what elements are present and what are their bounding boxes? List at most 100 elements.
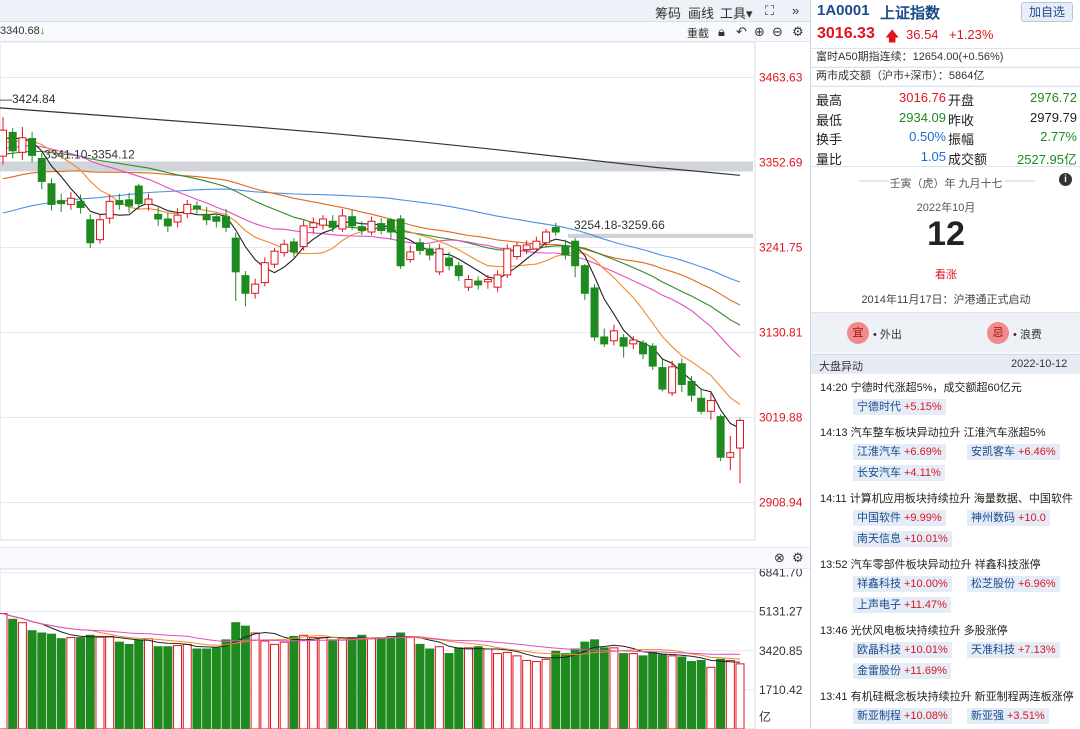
volume-bar[interactable]	[231, 622, 241, 729]
candle[interactable]	[522, 240, 531, 255]
volume-bar[interactable]	[512, 655, 522, 729]
candle[interactable]	[86, 214, 95, 249]
candle[interactable]	[183, 199, 192, 219]
volume-bar[interactable]	[173, 645, 183, 729]
candle[interactable]	[144, 193, 153, 211]
stock-chip[interactable]: 神州数码 +10.0	[967, 510, 1050, 526]
volume-bar[interactable]	[289, 635, 299, 729]
volume-bar[interactable]	[687, 661, 697, 729]
volume-bar[interactable]	[8, 618, 18, 729]
candle[interactable]	[454, 261, 463, 282]
candle[interactable]	[241, 271, 250, 307]
chart-area[interactable]: 筹码 画线 工具▾ ⛶ » 3340.68↓ 重截 🔒︎ ↶ ⊕ ⊖ ⚙ 346…	[0, 0, 810, 729]
close-panel-icon[interactable]: ⊗	[774, 550, 785, 565]
volume-bar[interactable]	[299, 634, 309, 729]
candle[interactable]	[435, 244, 444, 275]
volume-bar[interactable]	[677, 656, 687, 729]
candle[interactable]	[357, 221, 366, 236]
candle[interactable]	[28, 131, 37, 163]
volume-bar[interactable]	[716, 658, 726, 729]
volume-bar[interactable]	[657, 654, 667, 729]
candle[interactable]	[503, 244, 512, 278]
candle[interactable]	[377, 218, 386, 235]
candle[interactable]	[648, 343, 657, 370]
candle[interactable]	[309, 217, 318, 234]
volume-bar[interactable]	[667, 655, 677, 729]
candle[interactable]	[493, 270, 502, 292]
volume-bar[interactable]	[648, 651, 658, 729]
news-headline[interactable]: 13:41 有机硅概念板块持续拉升 新亚制程两连板涨停	[820, 691, 1074, 703]
collapse-panel-icon[interactable]: »	[792, 3, 800, 18]
stock-chip[interactable]: 松芝股份 +6.96%	[967, 576, 1060, 592]
candle[interactable]	[319, 215, 328, 230]
candle[interactable]	[289, 238, 298, 258]
candle[interactable]	[163, 212, 172, 233]
candle[interactable]	[687, 376, 696, 402]
news-headline[interactable]: 14:11 计算机应用板块持续拉升 海量数据、中国软件	[820, 493, 1073, 505]
news-headline[interactable]: 13:52 汽车零部件板块异动拉升 祥鑫科技涨停	[820, 559, 1041, 571]
candle[interactable]	[658, 359, 667, 392]
volume-bar[interactable]	[318, 637, 328, 729]
volume-bar[interactable]	[473, 646, 483, 729]
candle[interactable]	[18, 127, 27, 160]
tools-menu[interactable]: 工具▾	[720, 6, 753, 21]
candle[interactable]	[270, 248, 279, 269]
volume-bar[interactable]	[308, 637, 318, 729]
candle[interactable]	[551, 222, 560, 236]
add-watchlist-button[interactable]: 加自选	[1021, 2, 1073, 22]
stock-chip[interactable]: 天准科技 +7.13%	[967, 642, 1060, 658]
candle[interactable]	[464, 274, 473, 291]
volume-bar[interactable]	[425, 648, 435, 729]
volume-bar[interactable]	[551, 650, 561, 729]
info-icon[interactable]: i	[1059, 173, 1072, 186]
candle[interactable]	[125, 192, 134, 213]
volume-bar[interactable]	[590, 639, 600, 729]
candle[interactable]	[580, 264, 589, 301]
volume-bar[interactable]	[163, 646, 173, 729]
candle[interactable]	[328, 215, 337, 233]
news-headline[interactable]: 14:20 宁德时代涨超5%，成交额超60亿元	[820, 382, 1022, 394]
volume-bar[interactable]	[619, 653, 629, 729]
candle[interactable]	[609, 324, 618, 346]
volume-bar[interactable]	[386, 635, 396, 729]
candle[interactable]	[406, 245, 415, 263]
volume-bar[interactable]	[454, 647, 464, 729]
price-chart[interactable]: 3463.63 3352.69 3241.75 3130.81 3019.88 2908.…	[0, 42, 810, 547]
candle[interactable]	[251, 278, 260, 299]
draw-line-button[interactable]: 画线	[688, 6, 715, 21]
stock-chip[interactable]: 中国软件 +9.99%	[853, 510, 946, 526]
candle[interactable]	[512, 241, 521, 260]
stock-chip[interactable]: 祥鑫科技 +10.00%	[853, 576, 952, 592]
candle[interactable]	[386, 218, 395, 240]
volume-bar[interactable]	[347, 637, 357, 729]
reset-button[interactable]: 重截	[687, 28, 709, 40]
candle[interactable]	[425, 244, 434, 261]
volume-bar[interactable]	[638, 655, 648, 729]
candle[interactable]	[192, 201, 201, 214]
candle[interactable]	[212, 213, 221, 228]
candle[interactable]	[66, 192, 75, 210]
volume-bar[interactable]	[76, 637, 86, 729]
volume-bar[interactable]	[628, 653, 638, 729]
candle[interactable]	[697, 388, 706, 415]
volume-settings-gear-icon[interactable]: ⚙	[792, 550, 804, 565]
volume-bar[interactable]	[0, 613, 8, 729]
volume-bar[interactable]	[211, 647, 221, 729]
zoom-in-icon[interactable]: ⊕	[754, 24, 765, 39]
candle[interactable]	[396, 215, 405, 269]
news-headline[interactable]: 13:46 光伏风电板块持续拉升 多股涨停	[820, 625, 1008, 637]
candle[interactable]	[706, 392, 715, 420]
volume-bar[interactable]	[493, 653, 503, 729]
candle[interactable]	[37, 153, 46, 190]
candle[interactable]	[173, 208, 182, 228]
undo-icon[interactable]: ↶	[736, 24, 747, 39]
stock-chip[interactable]: 南天信息 +10.01%	[853, 531, 952, 547]
volume-bar[interactable]	[463, 647, 473, 729]
candle[interactable]	[202, 206, 211, 226]
volume-bar[interactable]	[541, 658, 551, 729]
volume-bar[interactable]	[27, 630, 37, 729]
volume-bar[interactable]	[328, 639, 338, 729]
volume-bar[interactable]	[415, 643, 425, 729]
candle[interactable]	[561, 239, 570, 260]
volume-bar[interactable]	[357, 634, 367, 729]
